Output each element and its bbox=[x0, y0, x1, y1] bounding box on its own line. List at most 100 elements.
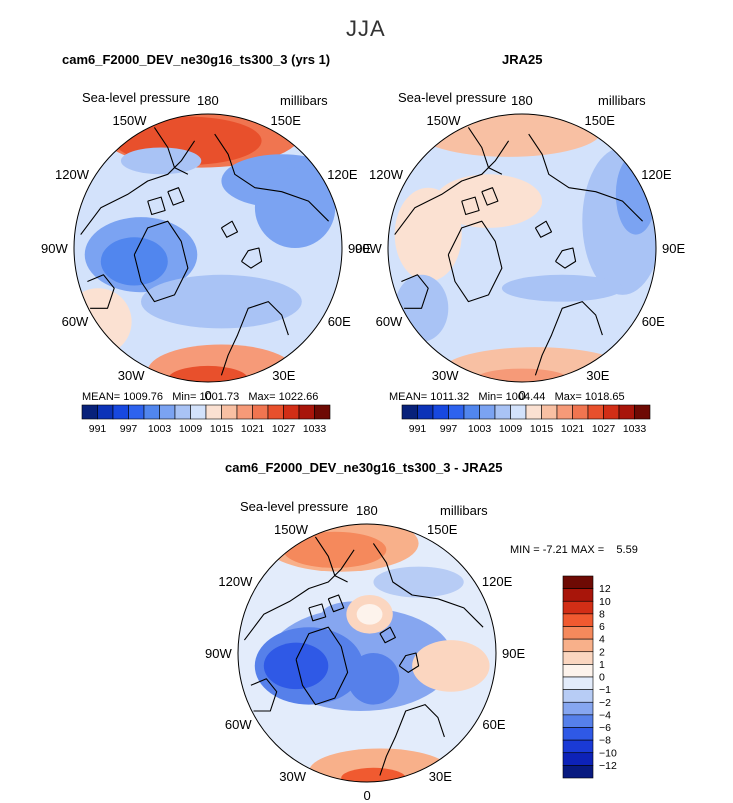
panel3-stats: MIN = -7.21 MAX = 5.59 bbox=[510, 544, 638, 556]
panel2-mean-label: MEAN= bbox=[389, 391, 428, 403]
field-contour-region bbox=[394, 187, 462, 282]
panel3-lon-label: 30E bbox=[428, 768, 452, 784]
colorbar-swatch bbox=[205, 404, 222, 420]
colorbar-swatch bbox=[283, 404, 300, 420]
colorbar-swatch bbox=[562, 575, 594, 589]
panel1-stats: MEAN= 1009.76 Min= 1001.73 Max= 1022.66 bbox=[82, 391, 318, 403]
field-contour-region bbox=[434, 174, 543, 228]
coastline bbox=[447, 220, 503, 303]
colorbar-swatch bbox=[463, 404, 480, 420]
panel3-lon-label: 90E bbox=[502, 645, 526, 661]
colorbar-swatch bbox=[562, 676, 594, 690]
panel1-lon-label: 60E bbox=[327, 314, 351, 330]
field-contour-region bbox=[501, 274, 623, 302]
panel2-max-label: Max= bbox=[554, 391, 582, 403]
panel1-lon-label: 150E bbox=[270, 112, 301, 128]
colorbar-swatch bbox=[417, 404, 434, 420]
coastline bbox=[308, 603, 327, 622]
panel1-lon-label: 60W bbox=[61, 314, 89, 330]
panel3-lon-label: 60E bbox=[482, 716, 506, 732]
colorbar-tick-label: −2 bbox=[599, 697, 611, 709]
colorbar-tick-label: −8 bbox=[599, 735, 611, 747]
coastline bbox=[133, 220, 189, 303]
coastline bbox=[528, 133, 643, 222]
coastline bbox=[314, 536, 348, 583]
coastline bbox=[214, 133, 329, 222]
coastline bbox=[394, 140, 510, 235]
panel2-lon-label: 30W bbox=[431, 368, 459, 384]
panel2-lon-label: 150W bbox=[426, 112, 461, 128]
colorbar-swatch bbox=[432, 404, 449, 420]
panel1-lon-label: 120W bbox=[55, 166, 89, 182]
coastline bbox=[398, 652, 420, 673]
colorbar-swatch bbox=[562, 664, 594, 678]
panel3-lon-label: 120E bbox=[481, 574, 513, 590]
colorbar-swatch bbox=[587, 404, 604, 420]
colorbar-tick-label: 10 bbox=[599, 596, 611, 608]
colorbar-tick-label: 997 bbox=[440, 423, 458, 435]
colorbar-tick-label: 1027 bbox=[592, 423, 616, 435]
colorbar-tick-label: −6 bbox=[599, 722, 611, 734]
colorbar-swatch bbox=[603, 404, 620, 420]
panel1-field bbox=[74, 114, 342, 382]
panel3-lon-label: 150E bbox=[427, 522, 458, 538]
colorbar-swatch bbox=[562, 739, 594, 754]
colorbar-tick-label: 4 bbox=[599, 634, 605, 646]
colorbar-tick-label: 6 bbox=[599, 621, 605, 633]
coastline bbox=[80, 140, 196, 235]
field-contour-region bbox=[414, 114, 603, 157]
panel3-title: cam6_F2000_DEV_ne30g16_ts300_3 - JRA25 bbox=[225, 460, 503, 475]
panel1-lon-label: 150W bbox=[112, 112, 147, 128]
colorbar-tick-label: 1021 bbox=[241, 423, 265, 435]
colorbar-tick-label: 1 bbox=[599, 659, 605, 671]
panel1-lon-label: 30W bbox=[117, 368, 145, 384]
panel3-lon-label: 150W bbox=[274, 522, 308, 538]
panel2-max-value: 1018.65 bbox=[584, 391, 625, 403]
colorbar-tick-label: −12 bbox=[599, 760, 617, 772]
panel2-lon-label: 120W bbox=[369, 166, 403, 182]
panel2-stats: MEAN= 1011.32 Min= 1004.44 Max= 1018.65 bbox=[389, 391, 625, 403]
colorbar-tick-label: 997 bbox=[120, 423, 138, 435]
panel1-min-value: 1001.73 bbox=[199, 391, 240, 403]
colorbar-swatch bbox=[128, 404, 145, 420]
field-contour-region bbox=[167, 365, 249, 382]
panel2-min-value: 1004.44 bbox=[505, 391, 546, 403]
panel2-lon-label: 60W bbox=[375, 314, 403, 330]
panel1-max-label: Max= bbox=[248, 391, 276, 403]
panel2-subtitle: Sea-level pressure bbox=[398, 90, 507, 105]
colorbar-tick-label: 1003 bbox=[148, 423, 172, 435]
panel3-min-label: MIN = bbox=[510, 544, 540, 556]
coastline bbox=[167, 187, 185, 206]
colorbar-swatch bbox=[562, 714, 594, 728]
field-contour-region bbox=[254, 167, 336, 248]
panel1-map bbox=[73, 113, 343, 383]
colorbar-tick-label: 1021 bbox=[561, 423, 585, 435]
colorbar-tick-label: 1009 bbox=[179, 423, 203, 435]
colorbar-tick-label: 1027 bbox=[272, 423, 296, 435]
panel3-lon-label: 90W bbox=[205, 645, 232, 661]
colorbar-swatch bbox=[562, 638, 594, 653]
field-contour-region bbox=[412, 640, 490, 692]
colorbar-swatch bbox=[298, 404, 315, 420]
colorbar-swatch bbox=[562, 600, 594, 615]
panel3-units: millibars bbox=[440, 503, 488, 518]
coastline bbox=[401, 274, 429, 309]
field-contour-region bbox=[263, 642, 329, 690]
panel3-lon-label: 120W bbox=[218, 574, 253, 590]
field-contour-region bbox=[347, 653, 400, 705]
panel1-colorbar: 991 997 1003 1009 1015 1021 1027 1033 bbox=[81, 404, 331, 435]
colorbar-tick-label: 1033 bbox=[303, 423, 327, 435]
field-contour-region bbox=[100, 237, 168, 286]
colorbar-tick-label: 2 bbox=[599, 646, 605, 658]
figure-title: JJA bbox=[346, 16, 386, 41]
colorbar-swatch bbox=[314, 404, 331, 420]
panel1-mean-label: MEAN= bbox=[82, 391, 121, 403]
panel2-lon-label: 0 bbox=[518, 388, 526, 403]
field-contour-region bbox=[475, 368, 569, 382]
panel2-lon-label: 120E bbox=[641, 166, 672, 182]
panel1-lon-label: 180 bbox=[197, 93, 219, 108]
panel2-mean-value: 1011.32 bbox=[430, 391, 470, 403]
colorbar-swatch bbox=[541, 404, 558, 420]
map-boundary bbox=[237, 523, 497, 783]
